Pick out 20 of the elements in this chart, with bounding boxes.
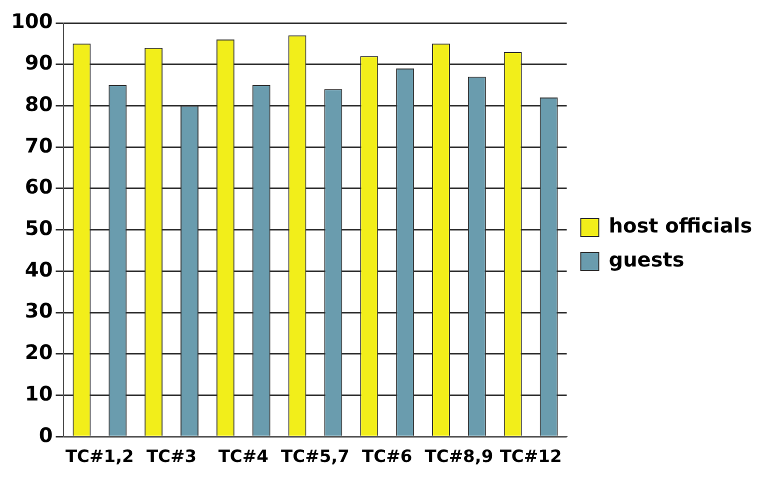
y-tick-label: 20 bbox=[24, 340, 53, 364]
y-tick-label: 70 bbox=[24, 133, 53, 158]
x-tick-label: TC#1,2 bbox=[65, 447, 134, 468]
y-tick-label: 60 bbox=[24, 174, 53, 199]
x-tick-label: TC#8,9 bbox=[424, 447, 494, 468]
y-tick-label: 30 bbox=[24, 298, 53, 323]
y-tick-label: 80 bbox=[24, 92, 53, 116]
x-tick-label: TC#5,7 bbox=[281, 447, 350, 468]
x-tick-label: TC#6 bbox=[362, 447, 412, 468]
x-tick-label: TC#4 bbox=[218, 447, 269, 468]
legend-label: guests bbox=[608, 248, 684, 272]
y-tick-label: 90 bbox=[24, 50, 53, 75]
y-tick-label: 50 bbox=[24, 216, 53, 240]
x-tick-label: TC#12 bbox=[500, 447, 562, 468]
y-tick-label: 100 bbox=[11, 9, 53, 34]
y-tick-label: 0 bbox=[38, 422, 53, 447]
y-tick-label: 40 bbox=[24, 257, 53, 282]
x-tick-label: TC#3 bbox=[146, 447, 197, 468]
legend-label: host officials bbox=[608, 214, 752, 238]
y-tick-label: 10 bbox=[24, 381, 53, 406]
